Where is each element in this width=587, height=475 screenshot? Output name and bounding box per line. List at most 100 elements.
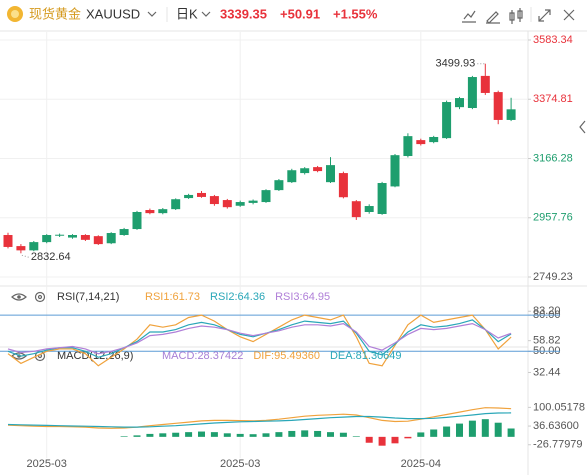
candle-body [16, 246, 26, 251]
macd-bar [494, 422, 502, 437]
price: 3339.35 [220, 6, 267, 21]
candle-body [235, 202, 245, 206]
fullscreen-button[interactable] [538, 9, 551, 22]
change: +50.91 [280, 6, 320, 21]
candle-body [68, 235, 77, 238]
candle-body [248, 200, 258, 203]
candle-body [416, 140, 426, 145]
candle-body [145, 210, 155, 214]
candle-body [467, 77, 477, 109]
y-tick-label: 58.82 [533, 335, 561, 347]
gear-center [37, 294, 43, 300]
y-tick-label: -26.77979 [533, 439, 583, 451]
candle-body [209, 196, 219, 205]
candle-body [158, 209, 168, 214]
candle-body [261, 190, 271, 203]
instrument-name[interactable]: 现货黄金 [29, 6, 81, 21]
candle-body [274, 180, 284, 191]
candle-body [3, 235, 13, 247]
change-percent: +1.55% [333, 6, 378, 21]
period[interactable]: 日K [176, 6, 198, 21]
legend-entry: RSI2:64.36 [210, 291, 265, 303]
candle-body [390, 155, 400, 187]
macd-bar [262, 433, 270, 437]
candle-body [287, 170, 297, 183]
annotation: 3499.93 [436, 58, 476, 70]
macd-bar [339, 432, 347, 437]
candle-body [377, 183, 387, 214]
candle-body [326, 165, 335, 183]
rsi-line [7, 314, 512, 367]
macd-bar [468, 420, 476, 437]
y-tick-label: 3166.28 [533, 152, 573, 164]
macd-bar [223, 433, 231, 437]
legend-entry: MACD:28.37422 [162, 350, 243, 362]
macd-bar [456, 423, 463, 437]
y-tick-label: 32.44 [533, 366, 561, 378]
candle-body [106, 233, 116, 244]
candle-body [197, 192, 206, 197]
draw-button[interactable] [486, 11, 500, 24]
close-button[interactable] [563, 9, 575, 21]
macd-bar [172, 432, 180, 437]
macd-bar [288, 430, 296, 437]
legend-entry: RSI3:64.95 [275, 291, 330, 303]
candle-body [29, 242, 39, 251]
candle-body [480, 75, 490, 93]
gold-icon-inner [11, 10, 19, 18]
macd-bar [430, 429, 438, 437]
candle-body [93, 236, 103, 245]
annotation: 2832.64 [31, 251, 71, 263]
macd-bar [378, 436, 386, 446]
legend-entry: DIF:95.49360 [253, 350, 320, 362]
collapse-arrow[interactable] [579, 120, 586, 134]
y-tick-label: 2749.23 [533, 271, 573, 283]
macd-bar [404, 436, 412, 439]
macd-bar [314, 430, 322, 437]
candle-body [313, 167, 323, 172]
candle-body [429, 136, 439, 143]
macd-bar [185, 432, 193, 437]
legend-entry: DEA:81.30649 [330, 350, 402, 362]
dropdown-arrow[interactable] [147, 11, 157, 17]
annotation-leader [21, 254, 30, 258]
candle-body [493, 92, 503, 120]
macd-bar [327, 432, 334, 437]
macd-line [7, 412, 512, 428]
macd-bar [210, 432, 218, 437]
candle-body [442, 102, 452, 139]
y-tick-label: 36.63600 [533, 420, 579, 432]
x-tick-label: 2025-03 [27, 458, 67, 470]
x-tick-label: 2025-04 [401, 458, 441, 470]
toolbar [462, 7, 575, 24]
candle-button[interactable] [509, 8, 523, 24]
eye-icon[interactable] [11, 352, 27, 360]
dropdown-arrow[interactable] [201, 11, 211, 17]
instrument-symbol[interactable]: XAUUSD [86, 6, 140, 21]
macd-bar [249, 434, 257, 437]
gear-icon[interactable] [34, 291, 46, 303]
y-tick-label: 2957.76 [533, 212, 573, 224]
x-tick-label: 2025-03 [220, 458, 260, 470]
candle-body [338, 173, 348, 198]
candle-body [171, 199, 181, 210]
macd-bar [481, 419, 489, 437]
macd-bar [159, 433, 167, 437]
candle-body [119, 229, 129, 236]
candle-body [300, 168, 310, 174]
macd-bar [120, 436, 128, 437]
candle-body [455, 98, 464, 108]
candle-body [351, 201, 361, 218]
candle-body [403, 136, 413, 157]
eye-icon[interactable] [11, 293, 27, 301]
macd-bar [146, 433, 154, 437]
candle-body [364, 206, 374, 212]
macd-bar [301, 430, 309, 437]
macd-bar [507, 428, 515, 437]
y-tick-label: 3374.81 [533, 93, 573, 105]
macd-bar [391, 436, 399, 444]
y-tick-label: 3583.34 [533, 34, 573, 46]
indicator-button[interactable] [462, 10, 476, 23]
